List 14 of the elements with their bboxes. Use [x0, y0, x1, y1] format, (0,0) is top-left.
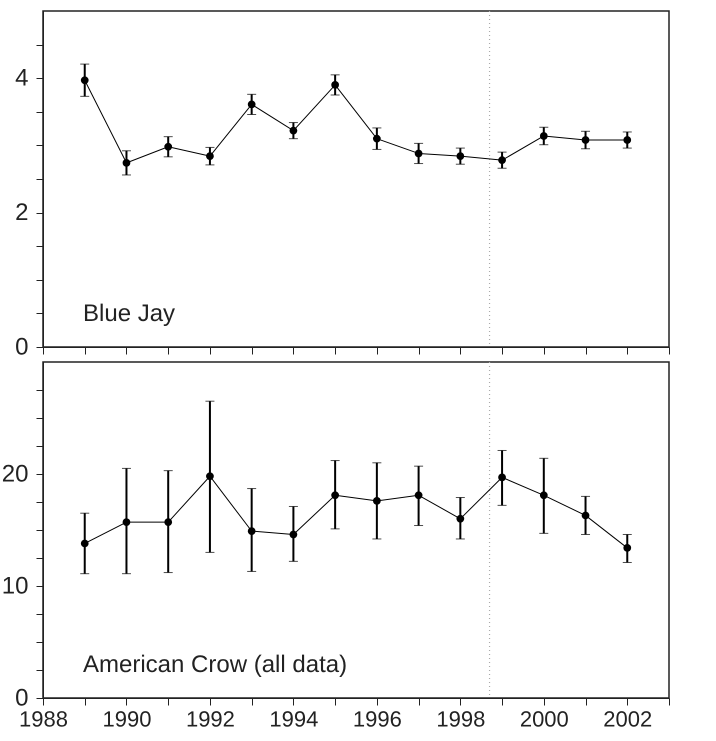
y-tick-label: 0: [15, 334, 28, 360]
x-tick-label: 2002: [603, 706, 652, 732]
y-tick-label: 4: [15, 64, 28, 92]
x-tick-label: 2000: [520, 706, 569, 732]
y-tick-label: 10: [2, 572, 28, 600]
x-tick-label: 1994: [269, 706, 318, 732]
x-tick-label: 1990: [102, 706, 152, 732]
x-tick-label: 1992: [186, 706, 235, 732]
y-tick-label: 2: [15, 199, 28, 226]
annotation: Blue Jay: [83, 300, 176, 327]
annotation: American Crow (all data): [83, 651, 348, 678]
x-tick-label: 1998: [436, 706, 486, 732]
y-tick-label: 20: [2, 460, 28, 488]
x-tick-label: 1996: [352, 706, 402, 732]
